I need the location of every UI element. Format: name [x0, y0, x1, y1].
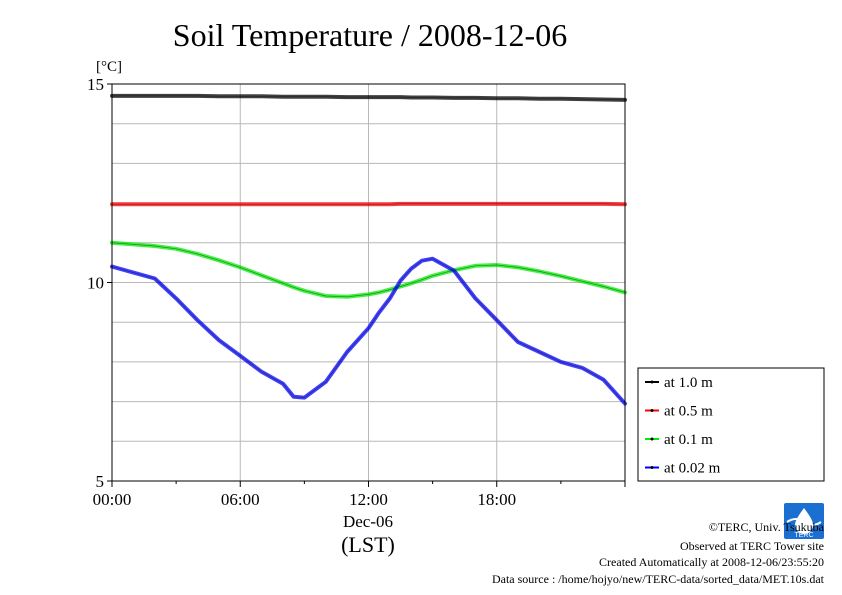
footer-site: Observed at TERC Tower site	[680, 539, 824, 553]
legend-label: at 0.02 m	[664, 461, 721, 477]
y-tick-label: 5	[96, 472, 105, 491]
series-lines	[110, 93, 627, 406]
x-tick-label: 06:00	[221, 490, 260, 509]
legend-marker	[650, 409, 654, 412]
x-tick-label: 18:00	[477, 490, 516, 509]
y-tick-label: 10	[87, 274, 104, 293]
legend: at 1.0 m at 0.5 m at 0.1 m at 0.02 m	[637, 367, 825, 482]
y-axis-unit: [°C]	[96, 59, 122, 75]
terc-logo-icon: TERC	[784, 503, 824, 539]
series-line-core-2	[111, 242, 626, 298]
logo-text: TERC	[794, 532, 813, 539]
series-line-core-0	[112, 95, 626, 101]
x-tick-label: 00:00	[93, 490, 132, 509]
series-line-core-3	[111, 258, 626, 404]
legend-marker	[650, 380, 654, 384]
legend-label: at 0.1 m	[664, 432, 713, 448]
x-ticks: 00:00 06:00 12:00 18:00	[93, 481, 626, 509]
chart-title: Soil Temperature / 2008-12-06	[173, 17, 567, 53]
footer-source: Data source : /home/hojyo/new/TERC-data/…	[492, 572, 825, 586]
grid-lines	[112, 84, 625, 481]
footer-created: Created Automatically at 2008-12-06/23:5…	[599, 555, 824, 569]
series-line-0	[110, 93, 627, 102]
series-line-3	[110, 256, 627, 406]
legend-label: at 0.5 m	[664, 404, 713, 420]
x-axis-timezone: (LST)	[341, 532, 395, 557]
legend-marker	[650, 437, 654, 441]
x-axis-date: Dec-06	[343, 512, 393, 531]
x-tick-label: 12:00	[349, 490, 388, 509]
legend-box	[637, 367, 825, 482]
legend-label: at 1.0 m	[664, 375, 713, 391]
y-ticks: 5 10 15	[87, 75, 112, 491]
y-tick-label: 15	[87, 75, 104, 94]
footer-credit: ©TERC, Univ. Tsukuba	[709, 520, 825, 534]
series-line-2	[110, 240, 627, 299]
legend-marker	[650, 466, 654, 469]
